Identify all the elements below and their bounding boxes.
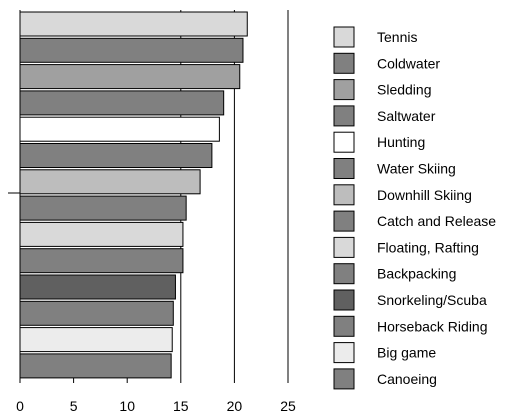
- legend-swatch: [333, 26, 355, 48]
- legend-label: Hunting: [377, 134, 425, 150]
- legend-swatch: [333, 79, 355, 101]
- x-tick-label: 25: [280, 398, 296, 414]
- legend-swatch: [333, 158, 355, 179]
- bar-catch-and-release: [19, 195, 187, 221]
- bar-coldwater: [19, 37, 244, 63]
- legend-swatch: [333, 131, 355, 153]
- bar-hunting: [19, 116, 220, 142]
- bar-sledding: [19, 64, 241, 90]
- legend-label: Catch and Release: [377, 213, 496, 229]
- legend-swatch: [333, 289, 355, 311]
- bar-backpacking: [19, 248, 184, 274]
- legend-label: Sledding: [377, 82, 432, 98]
- bar-floating-rafting: [19, 221, 184, 247]
- legend-swatch: [333, 368, 355, 390]
- legend-swatch: [333, 210, 355, 232]
- legend-label: Snorkeling/Scuba: [377, 292, 487, 308]
- bar-canoeing: [19, 353, 172, 379]
- bar-snorkeling-scuba: [19, 274, 176, 300]
- x-tick-label: 15: [173, 398, 189, 414]
- bar-big-game: [19, 327, 173, 353]
- legend-swatch: [333, 315, 355, 337]
- legend-label: Water Skiing: [377, 161, 456, 177]
- legend-label: Backpacking: [377, 266, 456, 282]
- x-tick-label: 20: [227, 398, 243, 414]
- x-tick-label: 10: [119, 398, 135, 414]
- legend-label: Floating, Rafting: [377, 239, 479, 255]
- legend-swatch: [333, 184, 355, 206]
- x-tick-label: 0: [16, 398, 24, 414]
- legend-label: Saltwater: [377, 108, 436, 124]
- legend-label: Horseback Riding: [377, 318, 488, 334]
- legend-label: Big game: [377, 345, 436, 361]
- legend-swatch: [333, 263, 355, 285]
- legend-swatch: [333, 236, 355, 258]
- legend-swatch: [333, 105, 355, 127]
- legend-swatch: [333, 52, 355, 74]
- bar-downhill-skiing: [19, 169, 201, 195]
- bars: [19, 11, 248, 379]
- axes: [8, 10, 21, 383]
- bar-saltwater: [19, 90, 225, 116]
- bar-horseback-riding: [19, 300, 174, 326]
- bar-tennis: [19, 11, 248, 37]
- legend-label: Coldwater: [377, 55, 440, 71]
- x-axis-ticks: 0 5 10 15 20 25: [16, 378, 296, 414]
- legend-label: Canoeing: [377, 371, 437, 387]
- legend-swatch: [333, 342, 355, 364]
- legend-label: Downhill Skiing: [377, 187, 472, 203]
- legend: Tennis Coldwater Sledding Saltwater Hunting W…: [333, 26, 496, 390]
- bar-water-skiing: [19, 143, 213, 168]
- legend-label: Tennis: [377, 29, 417, 45]
- x-tick-label: 5: [70, 398, 78, 414]
